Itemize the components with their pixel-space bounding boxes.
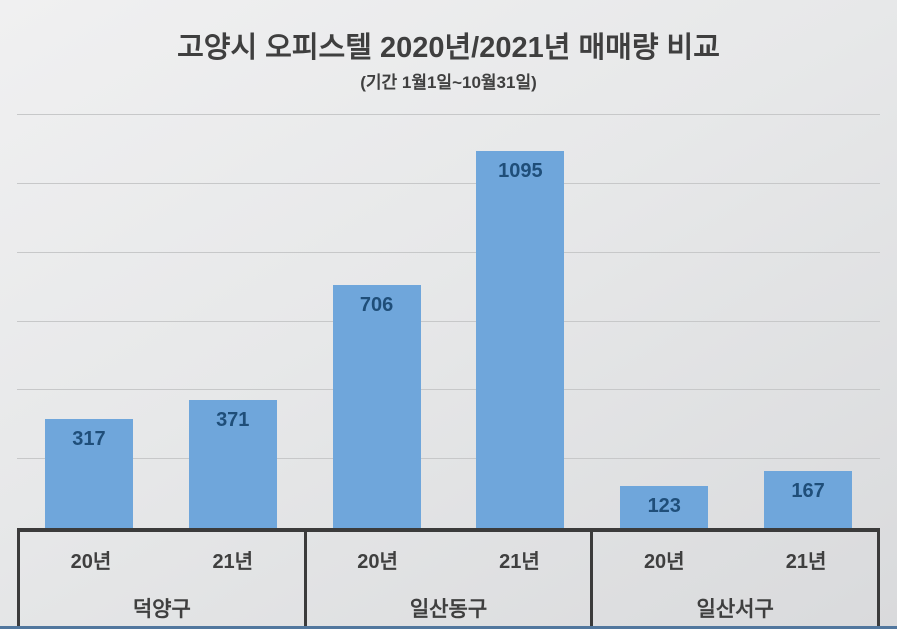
gridline-200 — [17, 458, 880, 460]
axis-year-label-덕양구-21년: 21년 — [212, 551, 254, 573]
bar-덕양구-21년: 371 — [188, 400, 277, 528]
chart-subtitle: (기간 1월1일~10월31일) — [360, 73, 537, 92]
axis-year-label-일산동구-21년: 21년 — [499, 551, 540, 573]
bar-value-label: 1095 — [498, 160, 543, 183]
axis-year-row: 20년 21년 — [307, 532, 591, 587]
axis-year-label-일산동구-20년: 20년 — [357, 551, 398, 573]
bar-value-label: 706 — [359, 294, 394, 317]
gridline-600 — [17, 320, 880, 322]
gridline-1000 — [17, 182, 880, 184]
bar-value-label: 123 — [647, 494, 681, 517]
bar-일산동구-21년: 1095 — [476, 151, 565, 528]
bar-일산동구-20년: 706 — [332, 285, 421, 528]
chart-title: 고양시 오피스텔 2020년/2021년 매매량 비교 — [177, 32, 720, 64]
bar-value-label: 371 — [216, 409, 250, 432]
gridline-400 — [17, 389, 880, 391]
axis-year-label-일산서구-20년: 20년 — [643, 551, 685, 573]
axis-group-label-일산동구: 일산동구 — [409, 598, 488, 621]
bar-value-label: 317 — [72, 427, 106, 450]
bottom-strip-decoration — [0, 626, 897, 629]
gridline-800 — [17, 251, 880, 253]
plot-area: 317 706 123 371 1095 167 — [17, 114, 880, 528]
axis-year-row: 20년 21년 — [20, 532, 304, 587]
axis-year-label-일산서구-21년: 21년 — [785, 551, 827, 573]
axis-year-row: 20년 21년 — [593, 532, 877, 587]
bar-value-label: 167 — [791, 479, 825, 502]
gridline-1200 — [17, 114, 880, 115]
bar-덕양구-20년: 317 — [44, 418, 133, 528]
axis-group-label-덕양구: 덕양구 — [132, 598, 191, 621]
bar-일산서구-20년: 123 — [620, 485, 709, 528]
axis-year-label-덕양구-20년: 20년 — [70, 551, 112, 573]
bar-일산서구-21년: 167 — [764, 470, 853, 528]
axis-group-label-일산서구: 일산서구 — [696, 598, 774, 621]
